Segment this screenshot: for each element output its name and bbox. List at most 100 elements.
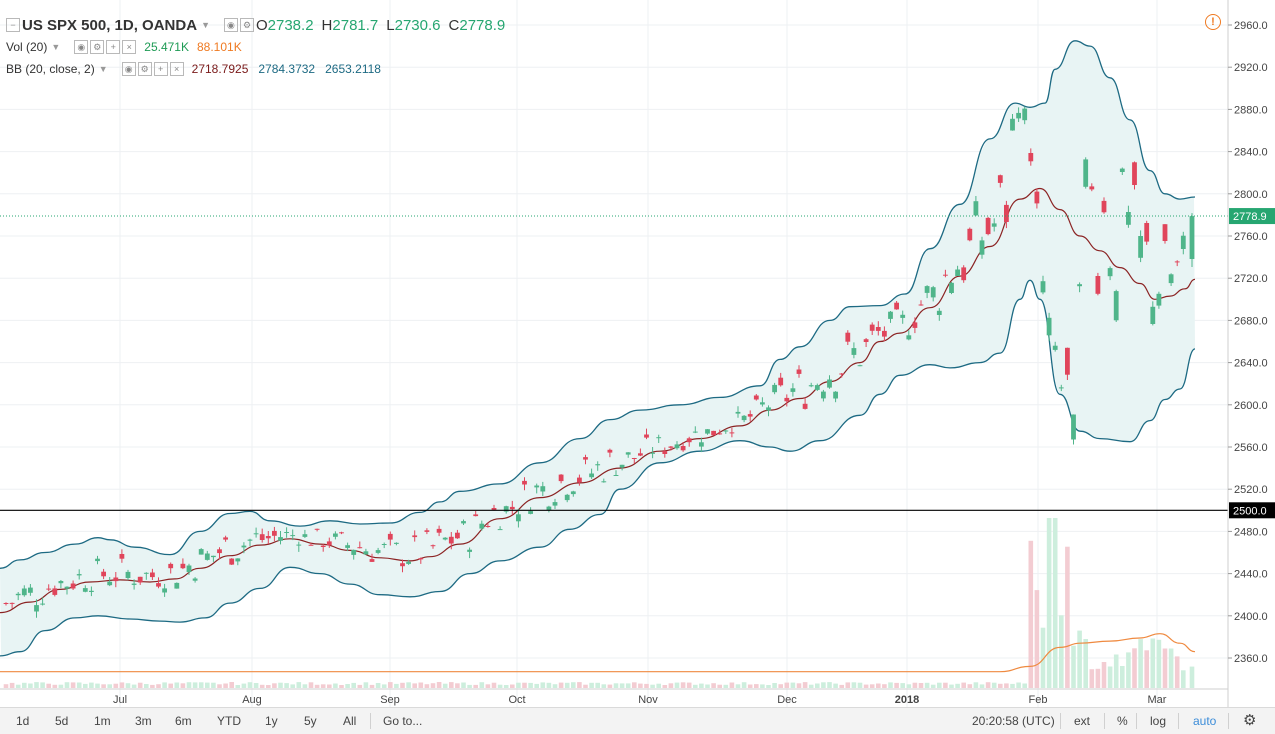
volume-bar [894, 682, 899, 688]
volume-bar [9, 682, 15, 688]
volume-bar [985, 682, 991, 688]
volume-bar [546, 682, 552, 688]
range-all-button[interactable]: All [343, 714, 357, 728]
eye-icon[interactable]: ◉ [121, 62, 136, 76]
candle-body [320, 545, 326, 547]
price-tick-label: 2880.0 [1234, 104, 1268, 116]
close-icon[interactable]: × [169, 62, 184, 76]
chart-legend: − US SPX 500, 1D, OANDA ▼ ◉ ⚙ O2738.2 H2… [6, 14, 513, 80]
candle-body [503, 506, 509, 512]
candle-body [961, 267, 967, 281]
range-1m-button[interactable]: 1m [94, 714, 111, 728]
settings-icon[interactable]: ⚙ [90, 40, 105, 54]
volume-bar [888, 682, 893, 688]
range-3m-button[interactable]: 3m [135, 714, 152, 728]
add-icon[interactable]: + [106, 40, 121, 54]
candle-body [973, 201, 979, 216]
eye-icon[interactable]: ◉ [223, 18, 238, 32]
volume-bar [101, 684, 106, 688]
divider [1136, 713, 1137, 729]
candle-body [723, 430, 729, 432]
candle-body [656, 437, 662, 439]
candle-body [631, 458, 637, 459]
divider [1178, 713, 1179, 729]
candle-body [747, 414, 753, 417]
volume-row: Vol (20) ▼ ◉ ⚙ + × 25.471K 88.101K [6, 36, 513, 58]
log-button[interactable]: log [1150, 714, 1167, 728]
volume-label[interactable]: Vol (20) [6, 40, 48, 54]
chevron-down-icon[interactable]: ▼ [201, 20, 210, 30]
auto-button[interactable]: auto [1193, 714, 1217, 728]
candle-body [180, 563, 186, 569]
candle-body [272, 530, 277, 536]
volume-bar [656, 683, 661, 688]
time-label: Dec [777, 694, 797, 706]
open-label: O [255, 16, 268, 34]
range-5d-button[interactable]: 5d [55, 714, 69, 728]
price-chart[interactable]: 2960.0 2920.0 2880.0 2840.0 2800.0 2760.0 2720… [0, 0, 1275, 707]
candle-body [430, 545, 436, 547]
add-icon[interactable]: + [153, 62, 168, 76]
candle-body [534, 485, 540, 488]
symbol-title[interactable]: US SPX 500, 1D, OANDA [22, 16, 198, 34]
close-icon[interactable]: × [122, 40, 137, 54]
candle-body [168, 563, 174, 569]
candle-body [1016, 112, 1021, 119]
range-1y-button[interactable]: 1y [265, 714, 278, 728]
volume-bar [1162, 648, 1168, 688]
range-ytd-button[interactable]: YTD [217, 714, 241, 728]
volume-bar [156, 684, 161, 688]
candle-body [375, 550, 381, 553]
settings-icon[interactable]: ⚙ [239, 18, 254, 32]
volume-bar [869, 684, 875, 688]
volume-bar [674, 682, 680, 688]
volume-bar [991, 682, 997, 688]
chevron-down-icon[interactable]: ▼ [51, 42, 61, 52]
candle-body [70, 583, 76, 589]
candle-body [741, 415, 747, 421]
volume-bar [1126, 652, 1131, 688]
volume-bar [540, 682, 546, 688]
volume-bar [1040, 627, 1046, 688]
volume-bar [449, 682, 454, 688]
candle-body [796, 369, 802, 374]
high-value: H2781.7 [322, 17, 379, 34]
goto-button[interactable]: Go to... [383, 714, 423, 728]
chevron-down-icon[interactable]: ▼ [98, 64, 108, 74]
settings-icon[interactable]: ⚙ [137, 62, 152, 76]
volume-bar [339, 685, 344, 688]
volume-bar [247, 682, 253, 688]
volume-bar [363, 682, 369, 688]
percent-button[interactable]: % [1117, 714, 1128, 728]
volume-bar [784, 682, 790, 688]
candle-body [778, 377, 784, 386]
collapse-icon[interactable]: − [6, 18, 20, 32]
alert-icon[interactable]: ! [1205, 14, 1221, 30]
volume-bar [1016, 682, 1021, 688]
price-tick-label: 2560.0 [1234, 442, 1268, 454]
range-1d-button[interactable]: 1d [16, 714, 30, 728]
candle-body [1065, 347, 1070, 375]
candle-body [625, 452, 631, 455]
volume-bar [723, 684, 729, 688]
volume-bar [1144, 650, 1149, 688]
candle-body [467, 549, 472, 552]
volume-bar [192, 682, 198, 688]
range-5y-button[interactable]: 5y [304, 714, 317, 728]
candle-body [516, 514, 521, 522]
ext-button[interactable]: ext [1074, 714, 1091, 728]
candle-body [692, 431, 698, 433]
close-value: C2778.9 [449, 17, 506, 34]
volume-bar [1052, 518, 1058, 688]
gear-icon[interactable]: ⚙ [1243, 712, 1257, 729]
candle-body [540, 486, 546, 492]
volume-bar [1046, 518, 1052, 688]
range-6m-button[interactable]: 6m [175, 714, 192, 728]
candle-body [906, 335, 912, 340]
time-display[interactable]: 20:20:58 (UTC) [972, 714, 1055, 728]
eye-icon[interactable]: ◉ [74, 40, 89, 54]
candle-body [192, 578, 198, 581]
bb-label[interactable]: BB (20, close, 2) [6, 62, 95, 76]
divider [1228, 713, 1229, 729]
